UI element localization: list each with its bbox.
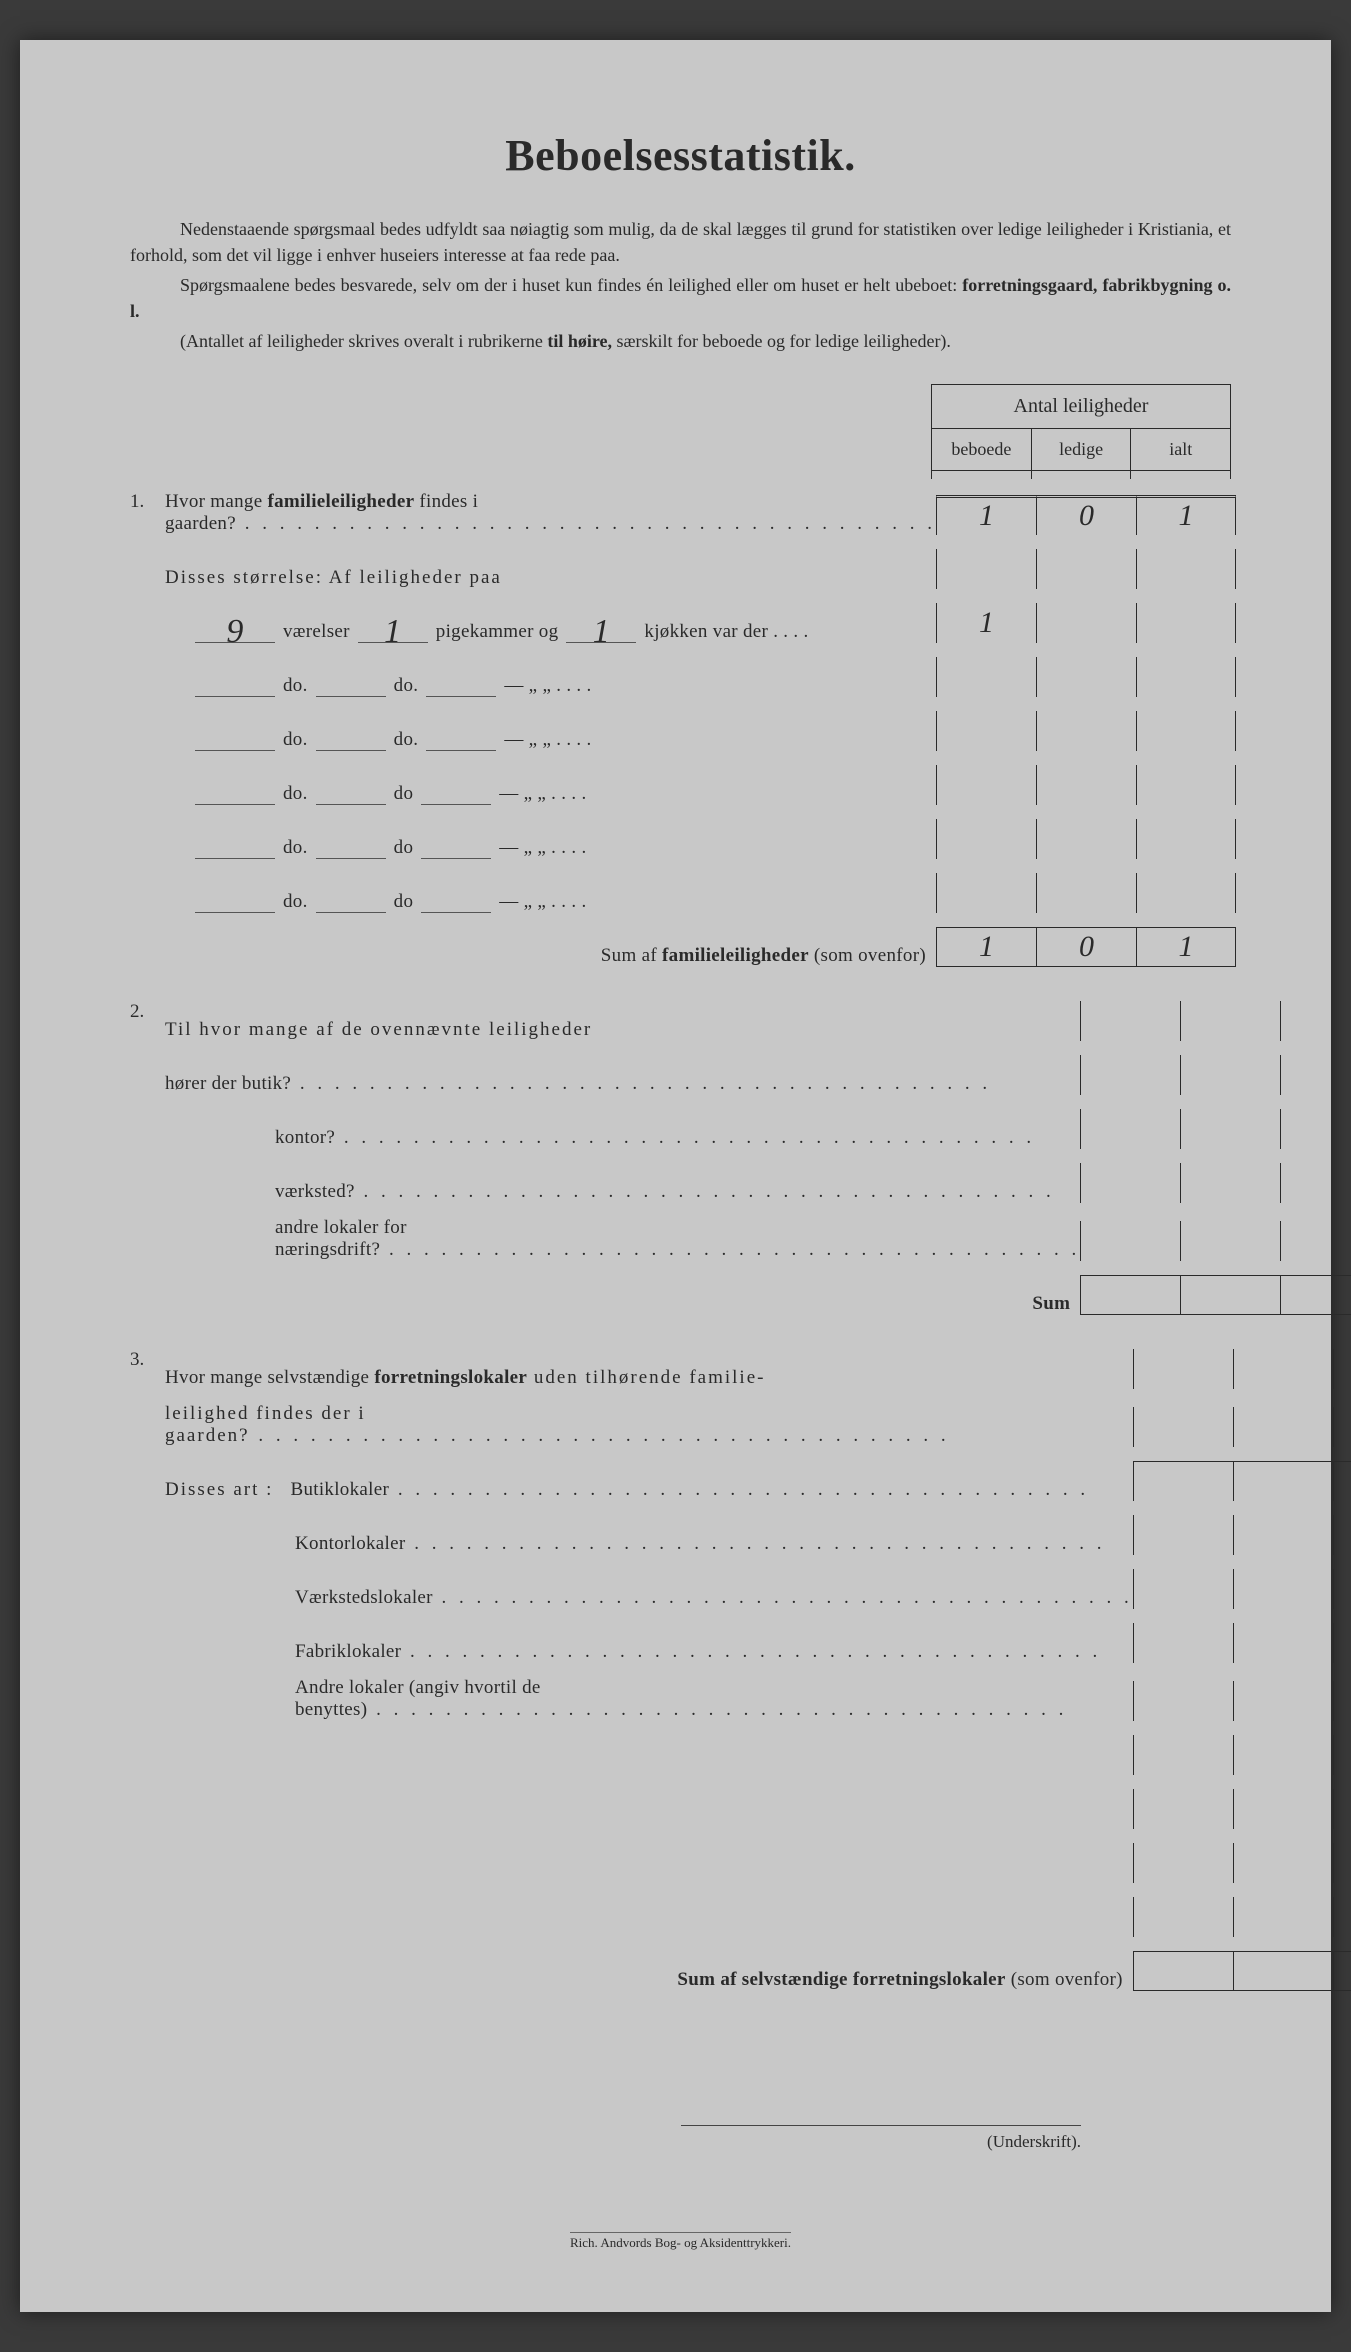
intro-p2: Spørgsmaalene bedes besvarede, selv om d… xyxy=(130,272,1231,324)
page-title: Beboelsesstatistik. xyxy=(130,130,1231,181)
q1-row-ledige xyxy=(1036,819,1136,859)
col-header-beboede: beboede xyxy=(932,429,1032,471)
signature-line xyxy=(681,2125,1081,2126)
q2-number: 2. xyxy=(130,1001,165,1329)
q3-sum-label: Sum af selvstændige forretningslokaler (… xyxy=(165,1969,1133,1991)
q1-sum-cells: 1 0 1 xyxy=(936,927,1236,967)
q1-row-beboede xyxy=(936,873,1036,913)
q3-row: Kontorlokaler xyxy=(165,1515,1351,1555)
col-header-ledige: ledige xyxy=(1031,429,1131,471)
q2-row: hører der butik? xyxy=(165,1055,1351,1095)
q1-size-row: do. do. — „ „ . . . . xyxy=(165,711,1236,751)
question-1: 1. Hvor mange familieleiligheder findes … xyxy=(130,491,1231,981)
intro-p2a: Spørgsmaalene bedes besvarede, selv om d… xyxy=(180,275,962,295)
q1-row-ledige xyxy=(1036,603,1136,643)
q1-row-ledige xyxy=(1036,765,1136,805)
q1-row-ialt xyxy=(1136,873,1236,913)
q2-text: Til hvor mange af de ovennævnte leilighe… xyxy=(165,1019,1080,1041)
q1-row-beboede: 1 xyxy=(936,603,1036,643)
question-3: 3. Hvor mange selvstændige forretningslo… xyxy=(130,1349,1231,2005)
q1-sum-beboede: 1 xyxy=(936,927,1036,967)
signature-block: (Underskrift). xyxy=(130,2125,1231,2152)
q1-subtitle: Disses størrelse: Af leiligheder paa xyxy=(165,567,936,589)
q1-row-beboede xyxy=(936,819,1036,859)
q1-row-beboede xyxy=(936,765,1036,805)
q1-row-ialt xyxy=(1136,657,1236,697)
q1-size-row: do. do — „ „ . . . . xyxy=(165,873,1236,913)
q1-sum-ledige: 0 xyxy=(1036,927,1136,967)
q1-ialt: 1 xyxy=(1136,495,1236,535)
q3-row: Fabriklokaler xyxy=(165,1623,1351,1663)
q1-ledige: 0 xyxy=(1036,495,1136,535)
column-header-table: Antal leiligheder beboede ledige ialt xyxy=(931,384,1231,479)
q1-row-ialt xyxy=(1136,603,1236,643)
intro-block: Nedenstaaende spørgsmaal bedes udfyldt s… xyxy=(130,216,1231,354)
q1-size-row: do. do — „ „ . . . . xyxy=(165,819,1236,859)
intro-p1: Nedenstaaende spørgsmaal bedes udfyldt s… xyxy=(130,216,1231,268)
intro-p3c: særskilt for beboede og for ledige leili… xyxy=(612,331,951,351)
question-2: 2. Til hvor mange af de ovennævnte leili… xyxy=(130,1001,1231,1329)
q1-row-beboede xyxy=(936,657,1036,697)
printer-credit: Rich. Andvords Bog- og Aksidenttrykkeri. xyxy=(570,2232,791,2251)
q2-row: værksted? xyxy=(165,1163,1351,1203)
q3-row: Værkstedslokaler xyxy=(165,1569,1351,1609)
q3-row: Andre lokaler (angiv hvortil de benyttes… xyxy=(165,1677,1351,1721)
q2-row: kontor? xyxy=(165,1109,1351,1149)
q1-size-row: 9 værelser 1 pigekammer og 1 kjøkken var… xyxy=(165,603,1236,643)
q1-size-row: do. do. — „ „ . . . . xyxy=(165,657,1236,697)
intro-p3b: til høire, xyxy=(547,331,612,351)
col-header-ialt: ialt xyxy=(1131,429,1231,471)
q1-sum-ialt: 1 xyxy=(1136,927,1236,967)
q1-row-ledige xyxy=(1036,873,1136,913)
q1-row-ledige xyxy=(1036,657,1136,697)
q2-sum-label: Sum xyxy=(165,1293,1080,1315)
intro-p3: (Antallet af leiligheder skrives overalt… xyxy=(130,328,1231,354)
q1-text: Hvor mange familieleiligheder findes i g… xyxy=(165,491,936,535)
q3-text: Hvor mange selvstændige forretningslokal… xyxy=(165,1367,1133,1389)
q3-number: 3. xyxy=(130,1349,165,2005)
intro-p3a: (Antallet af leiligheder skrives overalt… xyxy=(180,331,547,351)
q1-row-ialt xyxy=(1136,765,1236,805)
q3-text-line2: leilighed findes der i gaarden? xyxy=(165,1403,1133,1447)
q1-row-ledige xyxy=(1036,711,1136,751)
q2-row: andre lokaler for næringsdrift? xyxy=(165,1217,1351,1261)
q1-beboede: 1 xyxy=(936,495,1036,535)
col-header-main: Antal leiligheder xyxy=(932,385,1231,429)
q1-number: 1. xyxy=(130,491,165,981)
q3-sub: Disses art : Butiklokaler xyxy=(165,1479,1133,1501)
q1-row-ialt xyxy=(1136,711,1236,751)
q1-row-ialt xyxy=(1136,819,1236,859)
signature-label: (Underskrift). xyxy=(987,2132,1081,2151)
document-page: Beboelsesstatistik. Nedenstaaende spørgs… xyxy=(20,40,1331,2312)
q1-sum-label: Sum af familieleiligheder (som ovenfor) xyxy=(165,945,936,967)
q1-answer-cells: 1 0 1 xyxy=(936,495,1236,535)
q1-row-beboede xyxy=(936,711,1036,751)
q1-size-row: do. do — „ „ . . . . xyxy=(165,765,1236,805)
